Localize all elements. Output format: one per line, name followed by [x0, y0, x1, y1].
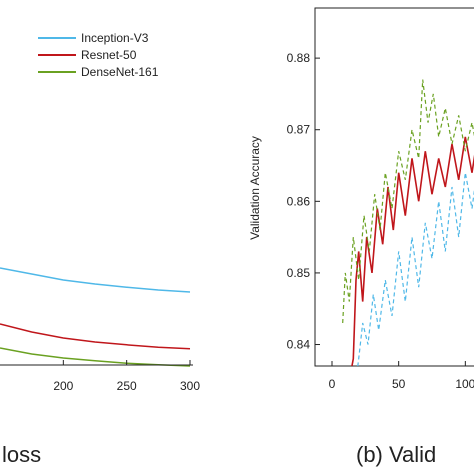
right-y-tick-label: 0.85 [287, 266, 311, 280]
right-x-tick-label: 0 [329, 377, 336, 391]
right-y-tick-label: 0.88 [287, 51, 311, 65]
left-x-tick-label: 300 [180, 379, 200, 393]
left-legend: Inception-V3 Resnet-50 DenseNet-161 [38, 31, 159, 79]
right-panel: 0.84 0.85 0.86 0.87 0.88 0 50 100 Validation A… [248, 7, 474, 467]
right-y-tick-label: 0.86 [287, 194, 311, 208]
right-x-tick-label: 50 [392, 377, 406, 391]
right-series-resnet-50 [351, 136, 474, 366]
left-series-resnet-50 [0, 323, 191, 350]
left-panel: 200 250 300 Inception-V3 Resnet-50 DenseNet-… [0, 31, 200, 467]
right-x-ticks: 0 50 100 [329, 361, 474, 391]
right-caption: (b) Valid [356, 442, 436, 467]
left-x-tick-label: 200 [53, 379, 73, 393]
right-series-inception-v3 [357, 172, 474, 366]
legend-label-resnet-50: Resnet-50 [81, 48, 137, 62]
left-x-tick-label: 250 [117, 379, 137, 393]
right-y-ticks: 0.84 0.85 0.86 0.87 0.88 [287, 51, 320, 352]
left-series-densenet-161 [0, 347, 191, 367]
legend-label-inception-v3: Inception-V3 [81, 31, 149, 45]
right-x-tick-label: 100 [455, 377, 474, 391]
right-y-axis-label: Validation Accuracy [248, 136, 262, 240]
right-y-tick-label: 0.87 [287, 123, 311, 137]
right-plot-frame [314, 7, 474, 367]
right-series-lines [342, 79, 474, 366]
left-x-ticks: 200 250 300 [53, 360, 200, 393]
left-series-lines [0, 267, 191, 367]
left-series-inception-v3 [0, 267, 191, 293]
left-caption: loss [2, 442, 41, 467]
right-y-tick-label: 0.84 [287, 338, 311, 352]
legend-label-densenet-161: DenseNet-161 [81, 65, 159, 79]
